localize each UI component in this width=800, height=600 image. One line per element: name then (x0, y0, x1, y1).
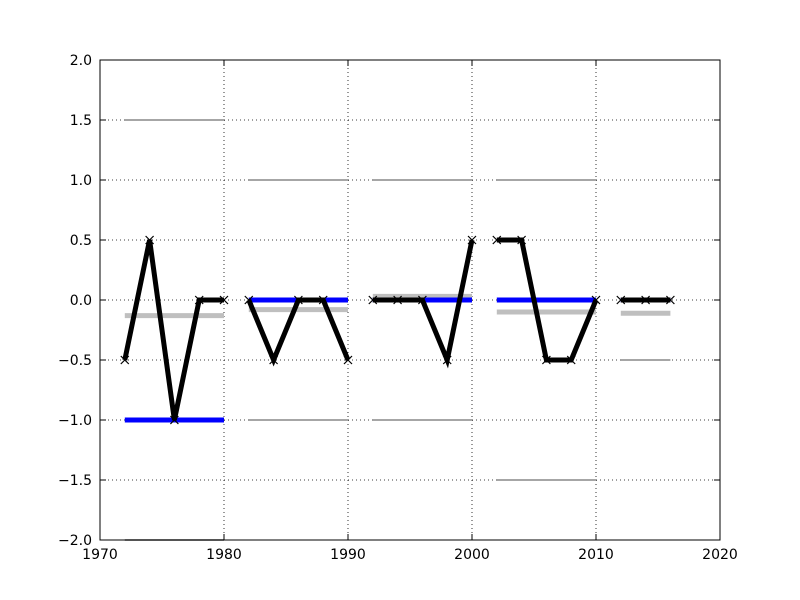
data-point-marker (467, 235, 477, 245)
data-point-marker (442, 355, 452, 365)
marker-stroke (467, 235, 477, 245)
data-point-marker (616, 295, 626, 305)
marker-stroke (517, 235, 527, 245)
data-point-marker (244, 295, 254, 305)
y-tick-label: 1.5 (70, 113, 92, 129)
data-point-marker (318, 295, 328, 305)
y-tick-label: −1.5 (58, 473, 92, 489)
tick-labels: 1970 1980 1990 2000 2010 2020 2.0 1.5 1.0 0.5 0.0 −… (58, 53, 738, 563)
data-point-marker (665, 295, 675, 305)
y-tick-label: 2.0 (70, 53, 92, 69)
data-point-marker (393, 295, 403, 305)
marker-stroke (194, 295, 204, 305)
data-point-marker (343, 355, 353, 365)
data-point-marker (566, 355, 576, 365)
marker-stroke (293, 295, 303, 305)
y-tick-label: −1.0 (58, 413, 92, 429)
marker-stroke (442, 355, 452, 365)
gray-level-lines (124, 293, 671, 319)
marker-stroke (541, 355, 551, 365)
marker-stroke (393, 295, 403, 305)
data-point-marker (492, 235, 502, 245)
marker-stroke (343, 355, 353, 365)
data-point-marker (219, 295, 229, 305)
marker-stroke (566, 355, 576, 365)
x-tick-label: 1980 (206, 547, 242, 563)
data-point-marker (269, 355, 279, 365)
marker-stroke (616, 295, 626, 305)
data-point-marker (368, 295, 378, 305)
data-point-marker (517, 235, 527, 245)
data-point-marker (293, 295, 303, 305)
data-point-marker (541, 355, 551, 365)
marker-stroke (219, 295, 229, 305)
data-point-marker (591, 295, 601, 305)
marker-stroke (244, 295, 254, 305)
data-point-marker (145, 235, 155, 245)
marker-stroke (269, 355, 279, 365)
data-point-marker (169, 415, 179, 425)
x-tick-label: 1970 (82, 547, 118, 563)
marker-stroke (120, 355, 130, 365)
data-point-marker (641, 295, 651, 305)
x-tick-label: 2010 (578, 547, 614, 563)
y-tick-label: −2.0 (58, 533, 92, 549)
data-series (120, 235, 675, 425)
data-point-marker (194, 295, 204, 305)
marker-stroke (318, 295, 328, 305)
marker-stroke (169, 415, 179, 425)
data-point-marker (120, 355, 130, 365)
x-tick-label: 2000 (454, 547, 490, 563)
marker-stroke (591, 295, 601, 305)
x-tick-label: 2020 (702, 547, 738, 563)
marker-stroke (145, 235, 155, 245)
y-tick-label: 0.0 (70, 293, 92, 309)
y-tick-label: 0.5 (70, 233, 92, 249)
marker-stroke (368, 295, 378, 305)
data-point-marker (417, 295, 427, 305)
y-tick-label: −0.5 (58, 353, 92, 369)
marker-stroke (665, 295, 675, 305)
marker-stroke (492, 235, 502, 245)
x-tick-label: 1990 (330, 547, 366, 563)
marker-stroke (641, 295, 651, 305)
axis-ticks (99, 59, 721, 541)
y-tick-label: 1.0 (70, 173, 92, 189)
marker-stroke (417, 295, 427, 305)
